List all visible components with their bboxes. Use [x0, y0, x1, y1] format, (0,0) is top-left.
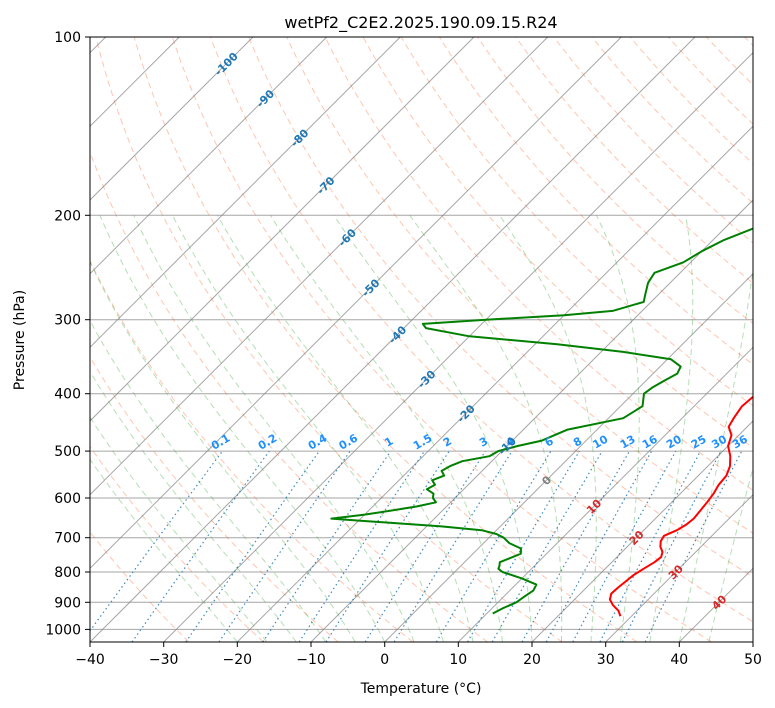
dry-adiabat-line — [90, 259, 414, 642]
y-tick-label: 900 — [54, 595, 81, 611]
isotherm-line — [457, 346, 753, 642]
x-axis-label: Temperature (°C) — [360, 681, 482, 697]
dry-adiabat-line — [591, 37, 753, 204]
isotherm-line — [605, 493, 753, 642]
x-tick-label: 40 — [670, 652, 688, 668]
moist-adiabat-line — [596, 215, 640, 642]
x-tick-label: 50 — [744, 652, 762, 668]
isotherm-line — [90, 37, 696, 642]
sounding-traces — [330, 227, 753, 617]
moist-adiabat-line — [270, 215, 503, 642]
x-tick-label: 30 — [597, 652, 615, 668]
moist-adiabat-line — [90, 260, 356, 642]
x-tick-label: −30 — [149, 652, 179, 668]
dry-adiabat-line — [248, 37, 753, 578]
plot-frame — [89, 36, 754, 643]
moist-adiabat-line — [409, 215, 563, 642]
y-tick-label: 700 — [54, 531, 81, 547]
mixing-ratio-line — [298, 450, 425, 642]
moist-adiabat-line — [90, 319, 327, 642]
mixing-ratio-line — [435, 450, 552, 642]
y-tick-label: 1000 — [45, 622, 81, 638]
dry-adiabat-line — [629, 37, 753, 165]
y-tick-label: 500 — [54, 444, 81, 460]
y-tick-label: 100 — [54, 30, 81, 46]
mixing-ratio-line — [491, 450, 603, 642]
mixing-ratio-line — [131, 450, 270, 642]
moist-adiabat-line — [217, 215, 474, 642]
dry-adiabat-line — [477, 37, 753, 325]
axes: −40 −30 −20 −10 0 10 20 30 40 50 100 200 300 400 500 60… — [45, 30, 762, 668]
isotherm-line — [90, 37, 254, 201]
mixing-ratio-line — [521, 450, 631, 642]
isotherm-line — [236, 125, 753, 642]
x-tick-label: 20 — [523, 652, 541, 668]
isotherm-line — [90, 37, 549, 496]
dry-adiabat-line — [324, 37, 753, 491]
isotherm-line — [531, 420, 753, 642]
dry-adiabat-line — [90, 445, 264, 642]
moist-adiabat-line — [499, 215, 597, 642]
isotherm-line — [90, 37, 328, 275]
x-tick-label: −10 — [296, 652, 326, 668]
dry-adiabat-line — [133, 37, 638, 642]
isotherm-line — [310, 199, 753, 642]
dry-adiabat-line — [95, 37, 563, 642]
moist-adiabat-line — [333, 215, 533, 642]
dewpoint-trace — [330, 227, 753, 615]
x-tick-label: 0 — [380, 652, 389, 668]
background-lines — [90, 37, 753, 642]
dry-adiabat-line — [171, 37, 712, 642]
mixing-ratio-line — [572, 450, 677, 642]
y-tick-label: 200 — [54, 208, 81, 224]
y-tick-label: 600 — [54, 491, 81, 507]
mixing-ratio-line — [466, 450, 580, 642]
moist-adiabat-line — [133, 215, 415, 642]
isotherm-line — [163, 51, 753, 642]
x-tick-label: −40 — [75, 652, 105, 668]
moist-adiabat-line — [90, 416, 268, 642]
mixing-ratio-line — [364, 450, 486, 642]
mixing-ratio-line — [90, 450, 223, 632]
chart-title: wetPf2_C2E2.2025.190.09.15.R24 — [284, 13, 557, 33]
moist-adiabat-line — [99, 215, 386, 642]
moist-adiabat-line — [90, 370, 297, 642]
isotherm-line — [384, 272, 753, 642]
x-tick-label: 10 — [449, 652, 467, 668]
y-tick-label: 800 — [54, 565, 81, 581]
dry-adiabat-line — [515, 37, 753, 284]
y-tick-label: 300 — [54, 313, 81, 329]
x-tick-label: −20 — [223, 652, 253, 668]
moist-adiabat-line — [172, 215, 445, 642]
isotherm-line — [90, 37, 401, 349]
moist-adiabat-line — [678, 265, 753, 642]
moist-adiabat-line — [90, 458, 238, 642]
temperature-trace — [608, 395, 753, 617]
y-tick-label: 400 — [54, 387, 81, 403]
dry-adiabat-line — [210, 37, 753, 623]
mixing-ratio-line — [393, 450, 513, 642]
mixing-ratio-line — [325, 450, 450, 642]
mixing-ratio-line — [545, 450, 653, 642]
y-axis-label: Pressure (hPa) — [12, 290, 28, 390]
isotherm-line — [90, 37, 475, 422]
moist-adiabat-line — [649, 215, 694, 642]
mixing-ratio-line — [185, 450, 320, 642]
dry-adiabat-line — [400, 37, 753, 407]
isotherm-line — [90, 37, 622, 570]
